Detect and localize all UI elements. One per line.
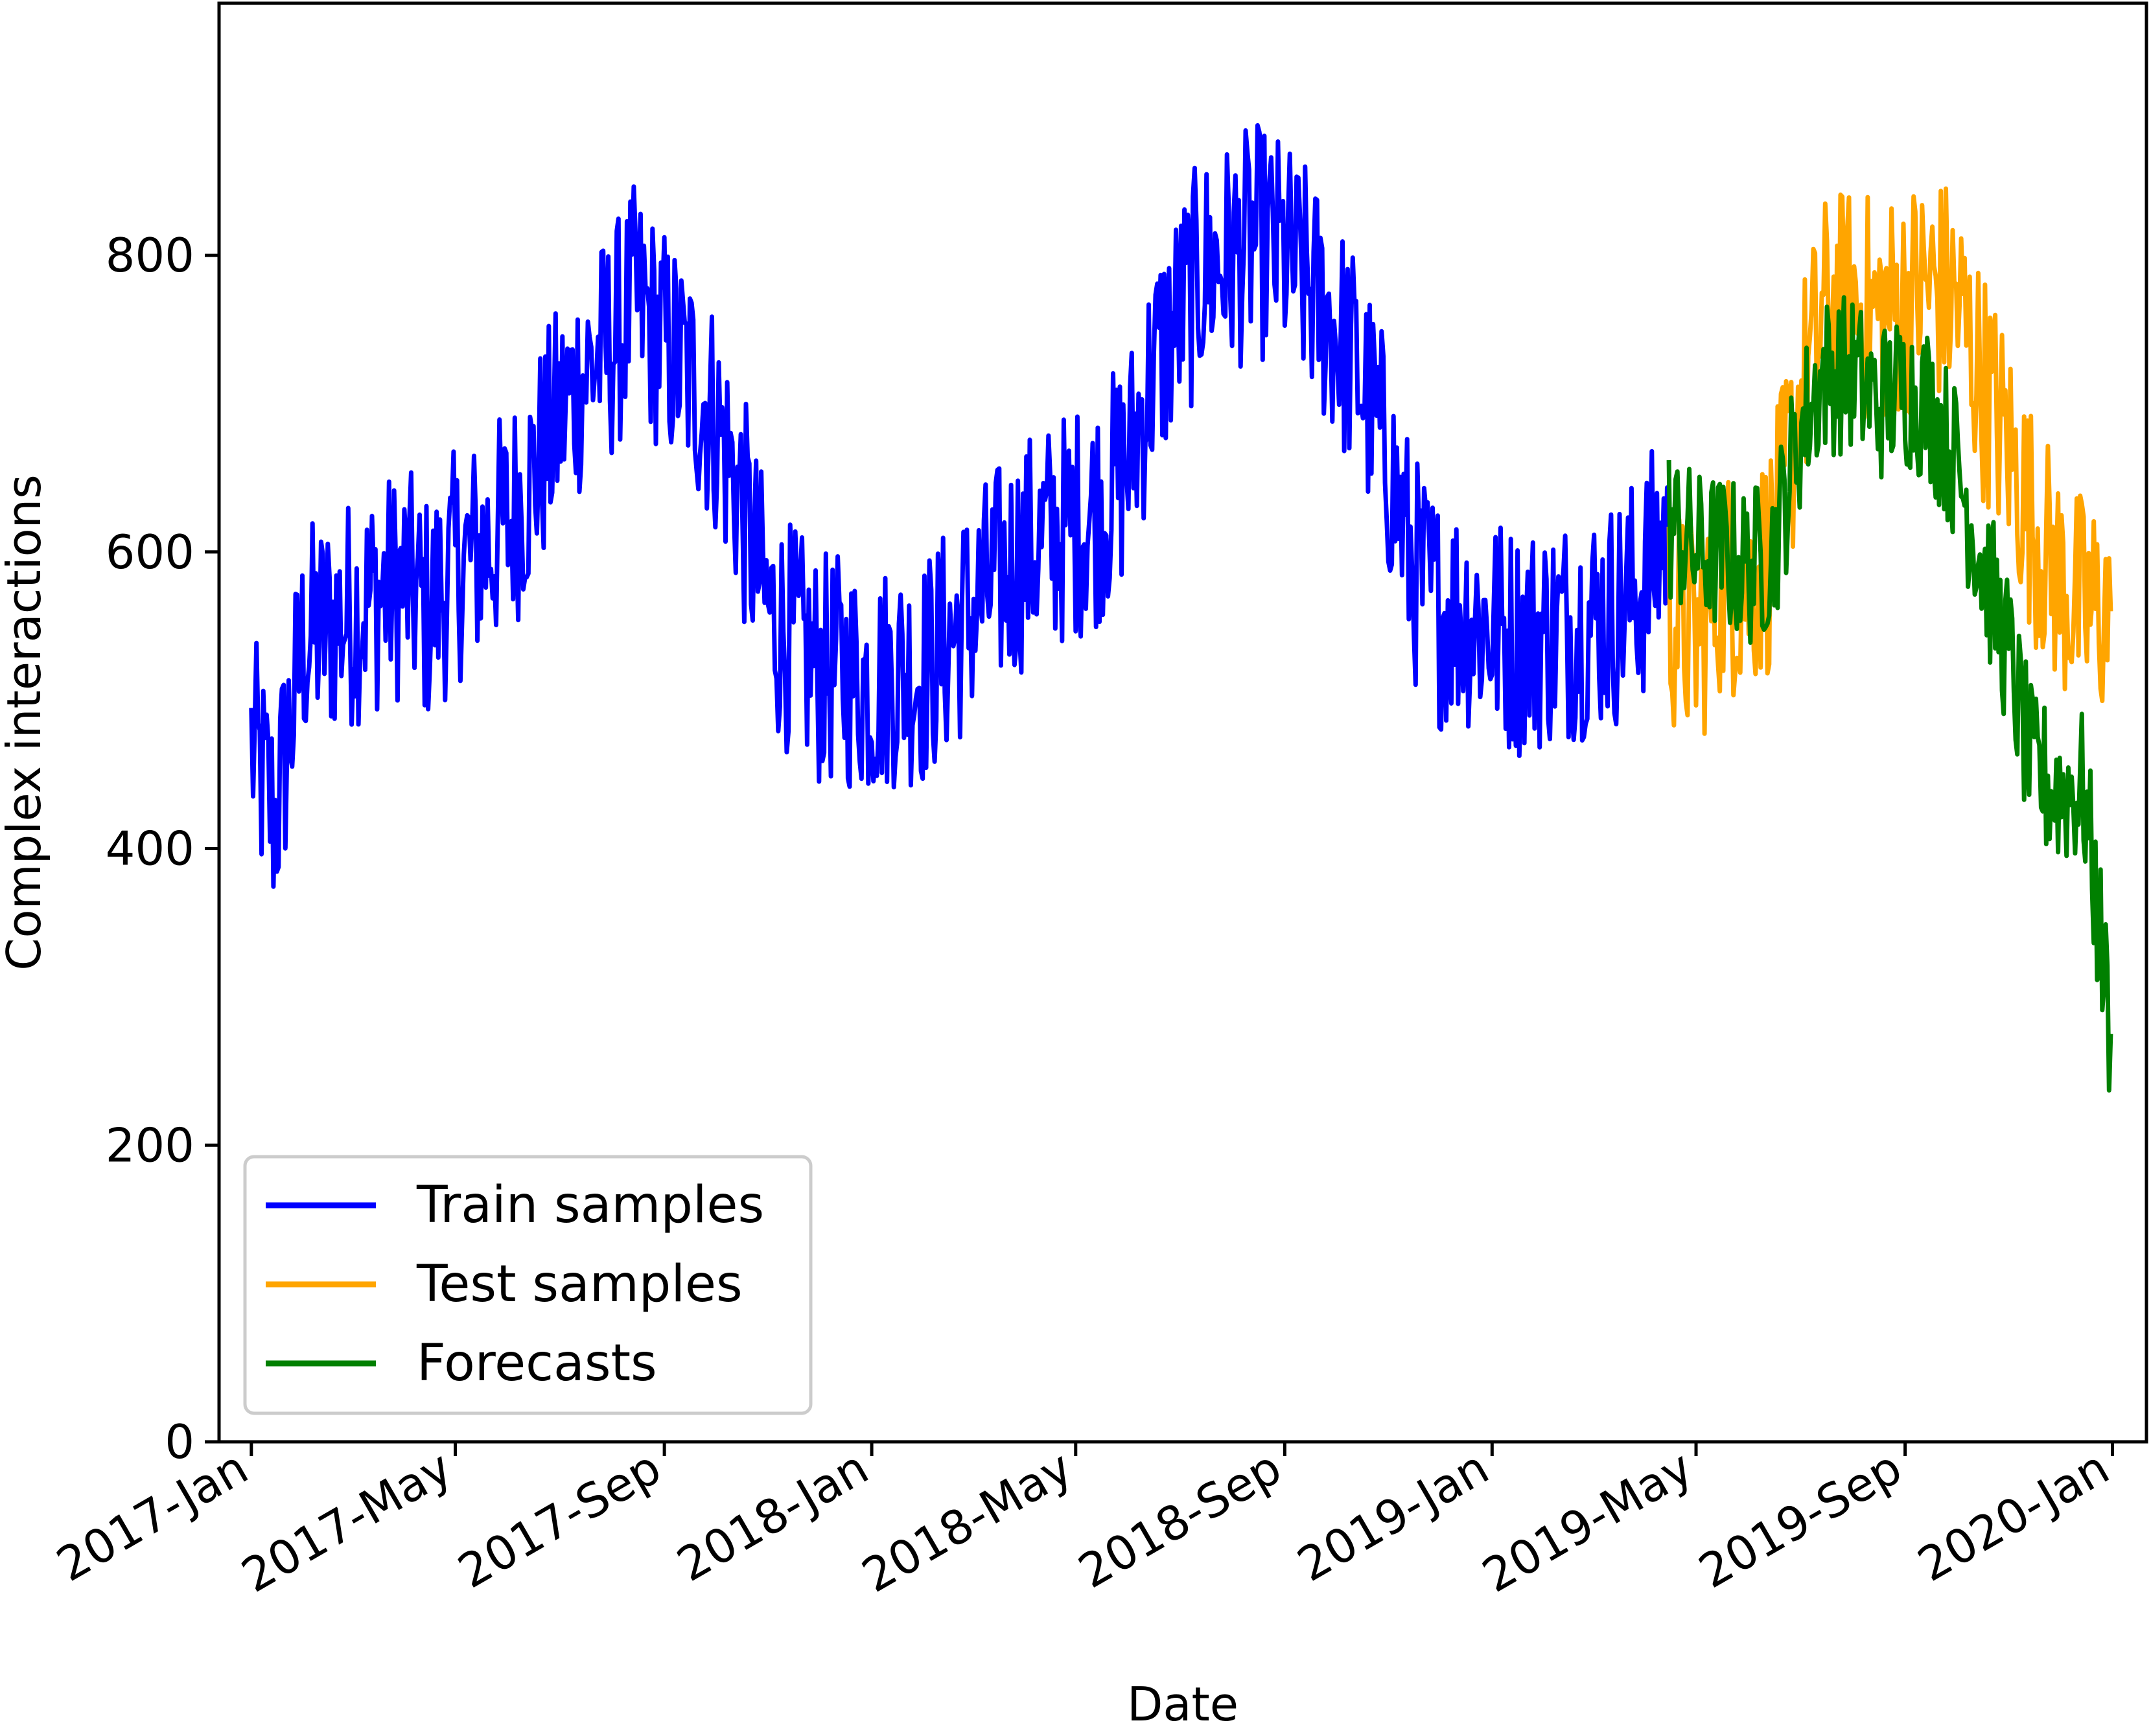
series-line-2 (1666, 186, 2113, 736)
series-line-3 (1666, 295, 2113, 1093)
x-tick-label: 2017-May (233, 1440, 461, 1603)
x-tick-label: 2019-May (1473, 1440, 1701, 1603)
legend-label-test: Test samples (416, 1255, 743, 1314)
series-line-1 (249, 123, 1671, 889)
x-tick-label: 2018-Jan (668, 1440, 878, 1592)
plot-frame (217, 1, 2148, 1444)
series-lines (249, 123, 2113, 1093)
y-tick-label: 200 (106, 1118, 194, 1172)
legend-box (243, 1155, 813, 1415)
x-tick-label: 2019-Jan (1288, 1440, 1498, 1592)
y-tick-label: 800 (106, 228, 194, 283)
x-tick-label: 2018-Sep (1069, 1440, 1290, 1599)
x-axis-label: Date (1127, 1677, 1238, 1731)
x-tick-label: 2019-Sep (1690, 1440, 1911, 1599)
y-tick-label: 0 (165, 1415, 194, 1469)
legend: Train samples Test samples Forecasts (243, 1155, 813, 1415)
x-tick-label: 2020-Jan (1909, 1440, 2118, 1592)
y-tick-label: 600 (106, 525, 194, 579)
x-tick-label: 2018-May (853, 1440, 1081, 1603)
legend-label-train: Train samples (416, 1176, 764, 1234)
y-tick-label: 400 (106, 822, 194, 876)
x-tick-label: 2017-Jan (48, 1440, 257, 1592)
x-tick-label: 2017-Sep (449, 1440, 670, 1599)
legend-label-forecasts: Forecasts (417, 1334, 657, 1393)
y-axis-label: Complex interactions (0, 474, 51, 971)
